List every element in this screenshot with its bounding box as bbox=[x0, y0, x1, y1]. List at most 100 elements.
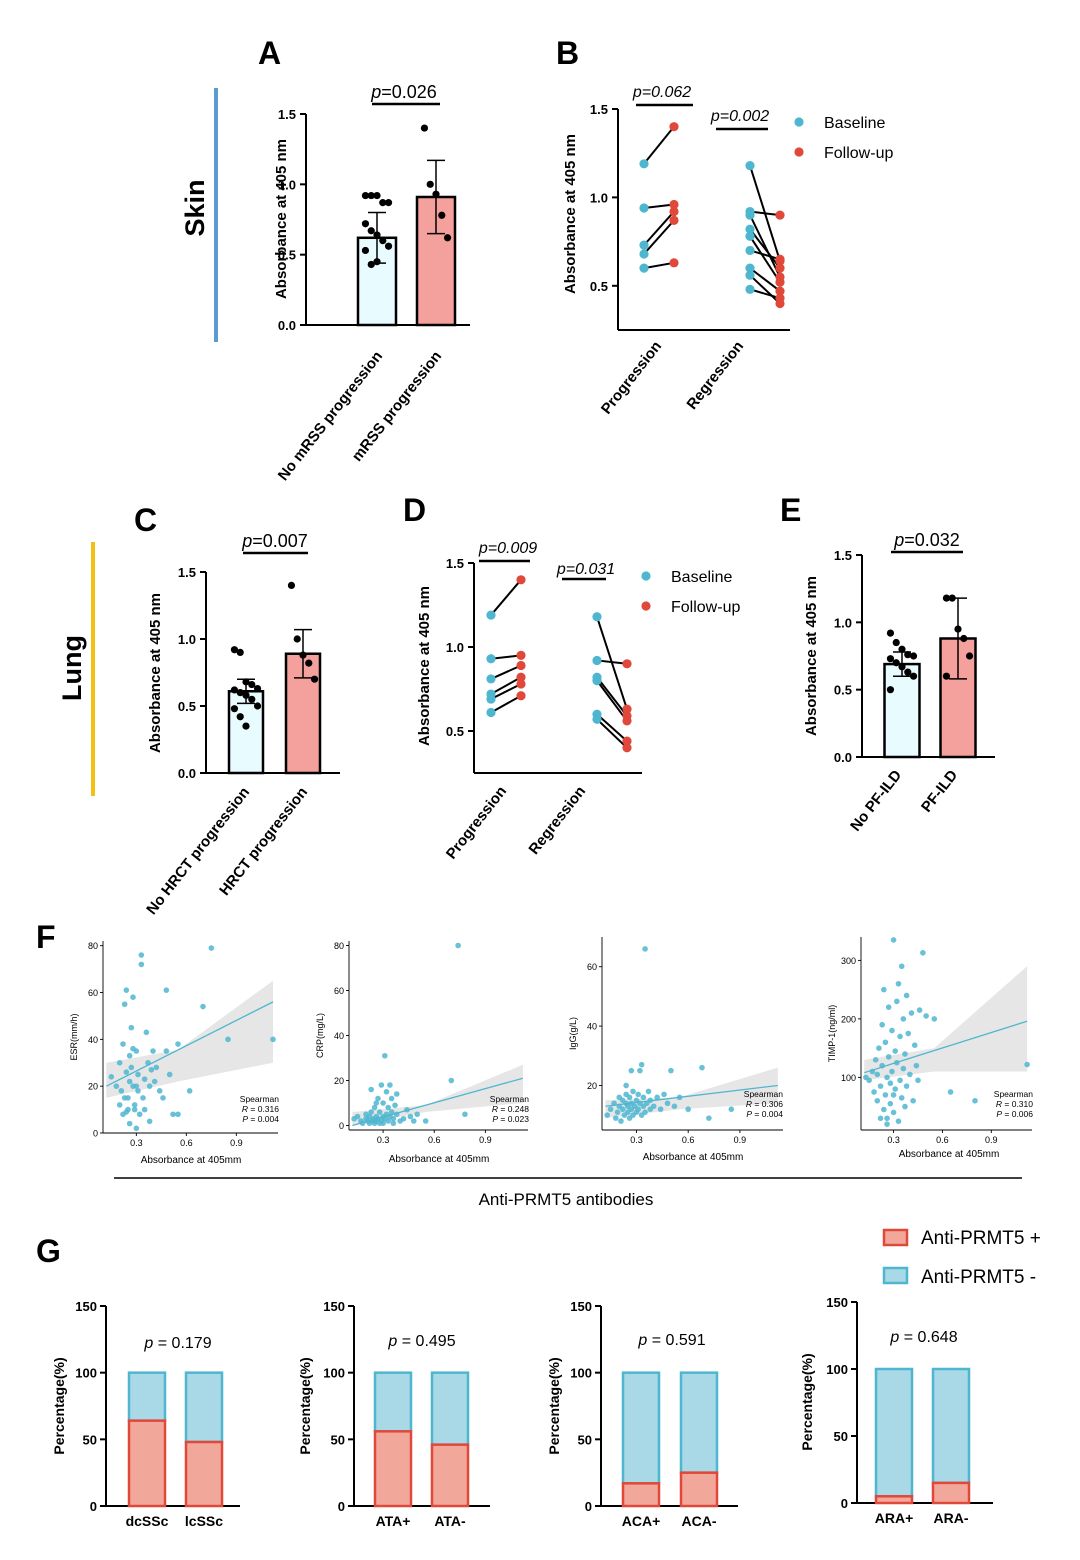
data-point bbox=[900, 1016, 907, 1022]
data-point bbox=[699, 1064, 705, 1071]
x-category-label: ATA+ bbox=[376, 1513, 411, 1529]
followup-point bbox=[775, 277, 785, 287]
data-point bbox=[895, 980, 902, 987]
y-tick-label: 0 bbox=[90, 1499, 97, 1514]
followup-point bbox=[516, 575, 526, 585]
pair-line bbox=[490, 579, 522, 616]
followup-point bbox=[622, 736, 632, 746]
data-point bbox=[889, 1068, 895, 1075]
pair-line bbox=[596, 659, 628, 665]
regression-line bbox=[605, 1084, 778, 1107]
data-point bbox=[287, 581, 296, 590]
baseline-point bbox=[486, 707, 496, 718]
data-point bbox=[706, 1115, 712, 1121]
bar-anti-prmt5-positive bbox=[373, 1430, 413, 1508]
data-point bbox=[913, 1062, 920, 1069]
followup-point bbox=[516, 679, 526, 689]
x-axis-label: Absorbance at 405mm bbox=[899, 1149, 1000, 1160]
data-point bbox=[388, 1109, 395, 1115]
chart-g1: 0 50 100 150 Percentage(%) dcSSc lcSSc p = 0.17… bbox=[51, 1299, 240, 1529]
data-point bbox=[897, 1077, 903, 1084]
data-point bbox=[923, 1013, 929, 1019]
chart-e: 0.0 0.5 1.0 1.5 Absorbance at 405 nm No PF-IL… bbox=[803, 530, 995, 835]
baseline-point bbox=[639, 240, 649, 250]
data-point bbox=[882, 1092, 889, 1098]
data-point bbox=[898, 663, 906, 671]
followup-point bbox=[516, 660, 526, 671]
y-axis-label: IgG(g/L) bbox=[568, 1017, 578, 1050]
data-point bbox=[150, 1048, 156, 1054]
data-point bbox=[443, 234, 452, 242]
data-point bbox=[368, 1109, 374, 1115]
data-point bbox=[380, 1120, 386, 1127]
regression-line bbox=[864, 1020, 1028, 1074]
data-point bbox=[884, 1074, 890, 1081]
legend-negative-label: Anti-PRMT5 - bbox=[921, 1267, 1036, 1288]
pair-line bbox=[490, 664, 522, 680]
data-point bbox=[915, 1077, 921, 1084]
baseline-point bbox=[592, 655, 602, 666]
data-point bbox=[635, 1106, 641, 1113]
y-axis-label: Absorbance at 405 nm bbox=[803, 576, 820, 736]
bar-anti-prmt5-positive bbox=[127, 1419, 167, 1508]
data-point bbox=[156, 1088, 163, 1094]
data-point bbox=[902, 1051, 908, 1057]
bar-anti-prmt5-positive bbox=[621, 1482, 661, 1508]
data-point bbox=[640, 1094, 647, 1101]
followup-point bbox=[669, 215, 679, 225]
data-point bbox=[120, 1041, 126, 1047]
p-value-label: p = 0.179 bbox=[143, 1335, 211, 1352]
confidence-band bbox=[605, 1067, 778, 1119]
x-tick-label: 0.6 bbox=[682, 1135, 695, 1145]
data-point bbox=[236, 713, 244, 721]
x-tick-label: 0.9 bbox=[734, 1135, 747, 1145]
y-tick-label: 150 bbox=[570, 1299, 592, 1314]
data-point bbox=[121, 1095, 128, 1101]
stat-method: Spearman bbox=[240, 1094, 279, 1104]
legend-followup-label: Follow-up bbox=[671, 599, 740, 616]
data-point bbox=[230, 646, 239, 654]
data-point bbox=[879, 1021, 885, 1028]
y-tick-label: 0 bbox=[841, 1496, 848, 1511]
data-point bbox=[942, 594, 951, 602]
data-point bbox=[130, 1045, 136, 1052]
data-point bbox=[881, 986, 887, 993]
data-point bbox=[907, 1071, 913, 1078]
data-point bbox=[141, 1106, 148, 1113]
data-point bbox=[390, 1115, 397, 1122]
x-tick-label: 0.3 bbox=[130, 1138, 143, 1148]
data-point bbox=[432, 190, 440, 198]
stat-p: P = 0.006 bbox=[996, 1109, 1033, 1119]
y-tick-label: 0 bbox=[93, 1129, 98, 1139]
data-point bbox=[619, 1106, 626, 1113]
data-point bbox=[650, 1103, 657, 1110]
charts-layer: 0.0 0.5 1.0 1.5 Absorbance at 405 nm No mRSS … bbox=[51, 82, 1041, 1529]
followup-point bbox=[669, 122, 679, 132]
data-point bbox=[668, 1067, 674, 1074]
baseline-point bbox=[592, 612, 602, 622]
data-point bbox=[166, 1071, 173, 1078]
data-point bbox=[657, 1106, 664, 1113]
data-point bbox=[438, 211, 446, 219]
data-point bbox=[972, 1097, 978, 1104]
pair-line bbox=[643, 219, 675, 255]
data-point bbox=[126, 1052, 133, 1059]
bar-anti-prmt5-negative bbox=[874, 1367, 914, 1498]
data-point bbox=[310, 675, 319, 683]
data-point bbox=[236, 689, 244, 697]
legend-negative-swatch bbox=[882, 1266, 909, 1285]
followup-point bbox=[775, 286, 785, 296]
pair-line bbox=[749, 235, 781, 283]
data-point bbox=[942, 672, 951, 680]
data-point bbox=[635, 1091, 641, 1098]
y-tick-label: 0.5 bbox=[178, 699, 196, 714]
x-tick-label: 0.3 bbox=[377, 1135, 390, 1145]
data-point bbox=[143, 1029, 150, 1036]
data-point bbox=[123, 1069, 130, 1075]
data-point bbox=[138, 961, 145, 968]
stat-p: P = 0.004 bbox=[242, 1114, 279, 1124]
y-tick-label: 1.5 bbox=[834, 548, 852, 563]
y-tick-label: 200 bbox=[841, 1014, 856, 1024]
data-point bbox=[373, 258, 381, 266]
data-point bbox=[637, 1067, 643, 1074]
